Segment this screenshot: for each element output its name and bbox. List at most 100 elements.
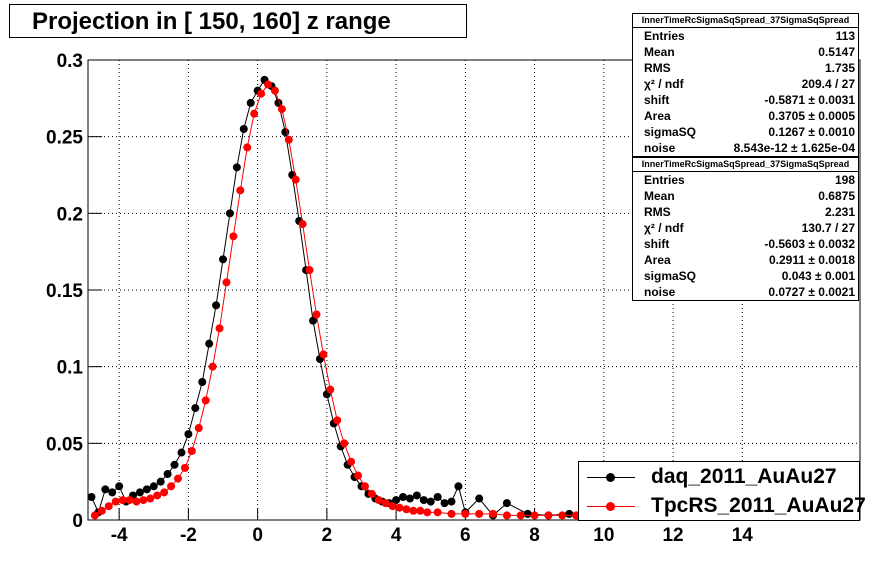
data-point: [104, 502, 113, 511]
data-point: [198, 378, 207, 386]
data-point: [219, 255, 228, 264]
x-tick-label: 10: [593, 525, 614, 546]
stats-key: RMS: [644, 205, 671, 219]
stats-row: Mean 0.5147: [633, 44, 858, 60]
stats-value: 198: [834, 173, 855, 187]
stats-row: Mean 0.6875: [633, 188, 858, 204]
stats-row: sigmaSQ 0.043 ± 0.001: [633, 268, 858, 284]
stats-row: Area 0.3705 ± 0.0005: [633, 108, 858, 124]
data-point: [277, 105, 286, 114]
plot-title: Projection in [ 150, 160] z range: [32, 8, 391, 35]
data-point: [423, 508, 432, 517]
x-tick-label: 8: [529, 525, 540, 546]
stats-row: χ² / ndf 130.7 / 27: [633, 220, 858, 236]
data-point: [194, 424, 203, 432]
data-point: [489, 509, 498, 518]
plot-title-box: Projection in [ 150, 160] z range: [9, 4, 467, 38]
y-tick-label: 0.1: [57, 358, 84, 379]
data-point: [225, 209, 234, 218]
data-point: [416, 506, 425, 515]
stats-value: 130.7 / 27: [801, 221, 855, 235]
data-point: [305, 266, 314, 275]
data-point: [530, 511, 539, 520]
data-point: [395, 503, 404, 512]
stats-row: Area 0.2911 ± 0.0018: [633, 252, 858, 268]
data-point: [502, 511, 511, 520]
stats-row: sigmaSQ 0.1267 ± 0.0010: [633, 124, 858, 140]
stats-value: -0.5603 ± 0.0032: [764, 237, 855, 251]
data-point: [440, 499, 449, 508]
stats-row: Entries 113: [633, 28, 858, 44]
stats-row: Entries 198: [633, 172, 858, 188]
data-point: [222, 278, 231, 287]
data-point: [392, 496, 401, 505]
stats-key: Area: [644, 109, 671, 123]
data-point: [347, 457, 356, 466]
stats-row: RMS 2.231: [633, 204, 858, 220]
legend-marker: [606, 473, 615, 482]
data-point: [156, 477, 165, 486]
stats-name: InnerTimeRcSigmaSqSpread_37SigmaSqSpread: [633, 158, 858, 172]
y-tick-label: 0.2: [57, 204, 83, 225]
data-point: [333, 416, 342, 425]
data-point: [360, 482, 369, 491]
data-point: [312, 310, 321, 319]
x-tick-label: -2: [180, 525, 197, 546]
data-point: [229, 232, 238, 241]
stats-row: χ² / ndf 209.4 / 27: [633, 76, 858, 92]
data-point: [298, 220, 307, 229]
stats-value: 209.4 / 27: [801, 77, 855, 91]
data-point: [354, 471, 363, 480]
axes: -4 -2 0 2 4 6 8 10 12 14 0 0.05 0.1 0.15 0.2 0.25 0.3: [46, 51, 753, 546]
stats-key: Entries: [644, 29, 685, 43]
data-point: [409, 506, 418, 515]
stats-value: 0.3705 ± 0.0005: [768, 109, 855, 123]
data-point: [125, 496, 134, 505]
stats-row: noise 0.0727 ± 0.0021: [633, 284, 858, 300]
data-point: [111, 497, 120, 506]
data-point: [180, 463, 189, 472]
data-point: [139, 496, 148, 505]
data-point: [246, 98, 255, 107]
stats-key: RMS: [644, 61, 671, 75]
data-point: [340, 439, 349, 448]
data-point: [374, 496, 383, 505]
data-point: [90, 511, 99, 520]
data-point: [250, 109, 259, 118]
data-point: [516, 511, 525, 520]
data-point: [405, 494, 414, 503]
data-point: [433, 508, 442, 517]
y-tick-label: 0.25: [46, 128, 83, 149]
data-point: [135, 488, 144, 497]
stats-row: RMS 1.735: [633, 60, 858, 76]
data-point: [326, 385, 335, 394]
legend-entry-tpcrs: TpcRS_2011_AuAu27: [579, 493, 866, 521]
data-point: [412, 491, 421, 500]
data-point: [309, 316, 318, 325]
data-point: [97, 506, 106, 515]
data-point: [565, 509, 574, 518]
data-point: [243, 143, 252, 152]
series-line: [91, 79, 847, 518]
stats-value: 2.231: [824, 205, 855, 219]
stats-value: 0.6875: [818, 189, 855, 203]
data-point: [212, 301, 221, 310]
stats-value: 0.0727 ± 0.0021: [768, 285, 855, 299]
stats-box-daq: InnerTimeRcSigmaSqSpread_37SigmaSqSpread…: [632, 13, 859, 157]
data-point: [118, 496, 127, 505]
data-point: [184, 430, 193, 439]
data-point: [475, 509, 484, 518]
stats-key: sigmaSQ: [644, 269, 697, 283]
data-point: [160, 488, 169, 497]
data-point: [215, 324, 224, 333]
stats-key: χ² / ndf: [644, 77, 684, 91]
data-point: [523, 509, 532, 518]
y-tick-label: 0.3: [57, 51, 83, 72]
stats-key: shift: [644, 237, 670, 251]
stats-row: shift -0.5871 ± 0.0031: [633, 92, 858, 108]
stats-key: sigmaSQ: [644, 125, 697, 139]
data-point: [239, 125, 248, 133]
data-point: [388, 502, 397, 511]
stats-key: Mean: [644, 45, 675, 59]
data-point: [284, 135, 293, 144]
